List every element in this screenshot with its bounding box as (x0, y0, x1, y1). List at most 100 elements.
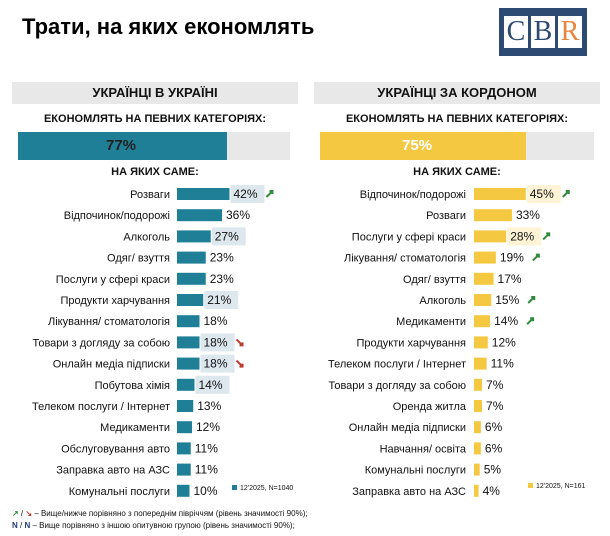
category-label: Розваги (426, 210, 466, 222)
value-label: 14% (494, 314, 518, 328)
value-label: 13% (197, 399, 221, 413)
value-label: 28% (510, 229, 534, 243)
bar (474, 315, 490, 327)
category-label: Заправка авто на АЗС (352, 486, 466, 498)
value-label: 17% (498, 272, 522, 286)
category-label: Навчання/ освіта (380, 443, 467, 455)
bar (474, 464, 480, 476)
category-label: Розваги (130, 189, 170, 201)
value-label: 33% (516, 208, 540, 222)
value-label: 18% (204, 357, 228, 371)
footnote-trend-text: – Вище/нижче порівняно з попереднім півр… (32, 509, 308, 518)
category-label: Алкоголь (123, 231, 170, 243)
category-label: Медикаменти (100, 422, 170, 434)
category-label: Медикаменти (396, 316, 466, 328)
bar (177, 400, 193, 412)
value-label: 12% (196, 420, 220, 434)
value-label: 23% (210, 272, 234, 286)
bar (474, 230, 506, 242)
category-label: Комунальні послуги (69, 486, 170, 498)
value-label: 7% (486, 378, 504, 392)
value-label: 12% (492, 335, 516, 349)
category-label: Лікування/ стоматологія (48, 316, 170, 328)
footnote-group-text: – Вище порівняно з іншою опитувною групо… (30, 521, 295, 530)
category-label: Продукти харчування (356, 337, 466, 349)
bar (177, 379, 195, 391)
value-label: 15% (495, 293, 519, 307)
legend-swatch (232, 485, 237, 490)
value-label: 45% (530, 187, 554, 201)
bar (177, 464, 191, 476)
bar (474, 421, 481, 433)
value-label: 5% (484, 463, 502, 477)
value-label: 18% (204, 314, 228, 328)
bar (177, 336, 200, 348)
trend-up-icon (543, 233, 549, 239)
bar (474, 294, 491, 306)
value-label: 23% (210, 251, 234, 265)
value-label: 6% (485, 441, 503, 455)
category-label: Одяг/ взуття (107, 253, 170, 265)
category-label: Лікування/ стоматологія (344, 253, 466, 265)
category-label: Побутова хімія (95, 380, 170, 392)
trend-up-icon (527, 318, 533, 324)
trend-up-icon (267, 191, 273, 197)
bar (177, 209, 222, 221)
category-label: Комунальні послуги (365, 465, 466, 477)
category-label: Онлайн медіа підписки (349, 422, 466, 434)
value-label: 11% (195, 463, 218, 477)
bar (474, 442, 481, 454)
category-label: Заправка авто на АЗС (56, 465, 170, 477)
category-label: Відпочинок/подорожі (360, 189, 466, 201)
trend-up-icon (533, 255, 539, 261)
category-label: Оренда житла (393, 401, 467, 413)
bar (474, 336, 488, 348)
bar (474, 358, 487, 370)
category-label: Послуги у сфері краси (56, 274, 170, 286)
value-label: 19% (500, 251, 524, 265)
bar (177, 252, 206, 264)
bar (177, 294, 203, 306)
value-label: 4% (483, 484, 501, 498)
value-label: 21% (207, 293, 231, 307)
bar (474, 379, 482, 391)
value-label: 11% (195, 441, 218, 455)
trend-down-icon (237, 339, 243, 345)
category-label: Телеком послуги / Інтернет (32, 401, 170, 413)
trend-down-icon (237, 361, 243, 367)
value-label: 10% (194, 484, 218, 498)
bar (177, 442, 191, 454)
footnote-trend: ↗ / ↘ – Вище/нижче порівняно з попередні… (12, 509, 308, 518)
value-label: 6% (485, 420, 503, 434)
category-label: Онлайн медіа підписки (53, 359, 170, 371)
category-label: Одяг/ взуття (403, 274, 466, 286)
category-label: Товари з догляду за собою (328, 380, 466, 392)
bar (177, 485, 190, 497)
legend-label: 12'2025, N=161 (536, 483, 586, 490)
category-label: Обслуговування авто (61, 443, 170, 455)
category-label: Товари з догляду за собою (32, 337, 170, 349)
trend-up-icon (563, 191, 569, 197)
footnote-group: N / N – Вище порівняно з іншою опитувною… (12, 521, 295, 530)
value-label: 36% (226, 208, 250, 222)
bar (177, 273, 206, 285)
legend-swatch (528, 483, 533, 488)
bar (474, 273, 494, 285)
value-label: 14% (199, 378, 223, 392)
value-label: 42% (234, 187, 258, 201)
legend-label: 12'2025, N=1040 (240, 485, 293, 492)
bar (177, 358, 200, 370)
bar (177, 230, 211, 242)
bar (177, 188, 230, 200)
bar (474, 188, 526, 200)
bar (474, 485, 479, 497)
category-label: Послуги у сфері краси (352, 231, 466, 243)
bar (177, 315, 200, 327)
category-label: Продукти харчування (60, 295, 170, 307)
category-label: Телеком послуги / Інтернет (328, 359, 466, 371)
value-label: 27% (215, 229, 239, 243)
category-label: Алкоголь (419, 295, 466, 307)
category-label: Відпочинок/подорожі (64, 210, 170, 222)
value-label: 11% (491, 357, 514, 371)
bar (474, 209, 512, 221)
